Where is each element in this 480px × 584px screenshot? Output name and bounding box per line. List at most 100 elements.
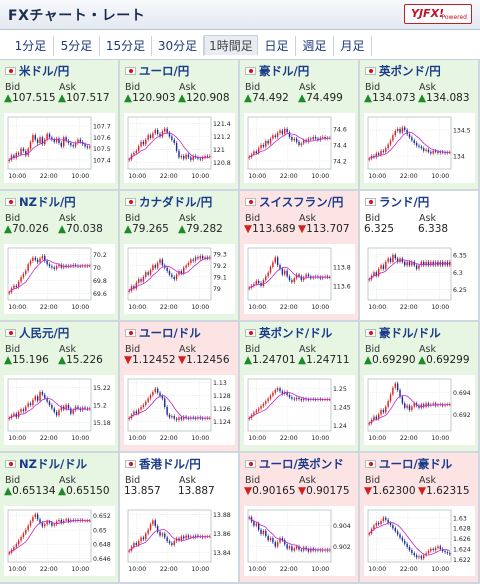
- pair-card[interactable]: 香港ドル/円 Bid Ask 13.857 13.887 13.88 13.86 13.84 1…: [120, 453, 239, 583]
- candle-body: [8, 159, 10, 161]
- x-tick-label: 22:00: [160, 435, 178, 442]
- pair-card[interactable]: 英ポンド/円 Bid Ask ▲134.073 ▲134.083 134.5 134 10:0…: [360, 60, 479, 190]
- pair-name-link[interactable]: ユーロ/英ポンド: [245, 456, 344, 471]
- candle-body: [274, 390, 276, 393]
- pair-name-link[interactable]: 豪ドル/円: [245, 63, 309, 78]
- chart-panel[interactable]: 79.3 79.2 79.1 79 10:00 22:00 10:00: [124, 244, 235, 314]
- candle-body: [34, 135, 36, 140]
- pair-name: 米ドル/円: [19, 64, 70, 78]
- ask-value: ▲74.499: [298, 92, 343, 104]
- pair-name-link[interactable]: NZドル/円: [5, 194, 76, 209]
- candle-body: [262, 280, 265, 286]
- up-arrow-icon: ▲: [4, 354, 13, 366]
- pair-card[interactable]: 人民元/円 Bid Ask ▲15.196 ▲15.226 15.22 15.2 15.18 1…: [0, 322, 119, 452]
- pair-name-link[interactable]: 香港ドル/円: [125, 456, 201, 471]
- bid-label: Bid: [5, 475, 21, 486]
- pair-card[interactable]: 米ドル/円 Bid Ask ▲107.515 ▲107.517 107.7 107.6 107…: [0, 60, 119, 190]
- tab-4[interactable]: 1時間足: [204, 35, 258, 55]
- chart-panel[interactable]: 121.4 121.2 121 120.8 10:00 22:00 10:00: [124, 113, 235, 183]
- pair-card[interactable]: ユーロ/英ポンド Bid Ask ▼0.90165 ▼0.90175 0.904 0.902…: [240, 453, 359, 583]
- candle-body: [329, 137, 331, 139]
- moving-average-line: [9, 398, 90, 419]
- candle-body: [17, 281, 20, 287]
- candle-body: [209, 418, 211, 419]
- pair-name-link[interactable]: 人民元/円: [5, 325, 69, 340]
- candle-body: [17, 540, 20, 545]
- chart-panel[interactable]: 1.63 1.628 1.626 1.624 1.622 10:00 22:00 10:00: [364, 506, 475, 576]
- candle-body: [79, 139, 82, 142]
- chart-panel[interactable]: 113.8 113.6 10:00 22:00 10:00: [244, 244, 355, 314]
- candle-body: [133, 152, 135, 155]
- candle-body: [15, 285, 18, 287]
- chart-panel[interactable]: 1.25 1.245 1.24 10:00 22:00 10:00: [244, 375, 355, 445]
- brand-logo[interactable]: YJFX! Powered: [404, 4, 472, 24]
- chart-panel[interactable]: 107.7 107.6 107.5 107.4 10:00 22:00 10:00: [4, 113, 115, 183]
- bid-value-number: 120.903: [132, 92, 176, 104]
- candle-body: [27, 148, 29, 156]
- pair-name-link[interactable]: 豪ドル/ドル: [365, 325, 441, 340]
- candle-body: [423, 404, 425, 407]
- candle-body: [411, 406, 413, 410]
- chart-panel[interactable]: 15.22 15.2 15.18 10:00 22:00 10:00: [4, 375, 115, 445]
- y-tick-label: 107.6: [93, 135, 111, 142]
- tab-0[interactable]: 1分足: [8, 36, 54, 56]
- pair-card[interactable]: ユーロ/豪ドル Bid Ask ▼1.62300 ▼1.62315 1.63 1.628 1.…: [360, 453, 479, 583]
- pair-card[interactable]: NZドル/ドル Bid Ask ▲0.65134 ▲0.65150 0.652 0.65 0.…: [0, 453, 119, 583]
- chart-panel[interactable]: 0.694 0.692 10:00 22:00 10:00: [364, 375, 475, 445]
- pair-name-link[interactable]: スイスフラン/円: [245, 194, 343, 209]
- candle-body: [449, 404, 451, 406]
- candle-body: [135, 282, 138, 289]
- candle-body: [401, 537, 404, 541]
- pair-name-link[interactable]: 英ポンド/円: [365, 63, 441, 78]
- chart-panel[interactable]: 0.904 0.902 10:00 22:00 10:00: [244, 506, 355, 576]
- candle-body: [180, 271, 183, 274]
- flag-icon: [125, 460, 136, 468]
- pair-name-link[interactable]: ユーロ/ドル: [125, 325, 201, 340]
- pair-name-link[interactable]: ランド/円: [365, 194, 429, 209]
- pair-name-link[interactable]: ユーロ/豪ドル: [365, 456, 452, 471]
- candle-body: [164, 533, 166, 538]
- tab-2[interactable]: 15分足: [100, 36, 152, 56]
- pair-card[interactable]: ランド/円 Bid Ask 6.325 6.338 6.35 6.3 6.25 10:00 22:…: [360, 191, 479, 321]
- candle-body: [389, 394, 392, 402]
- pair-card[interactable]: 豪ドル/ドル Bid Ask ▲0.69290 ▲0.69299 0.694 0.692 10…: [360, 322, 479, 452]
- tab-7[interactable]: 月足: [334, 36, 372, 56]
- candle-body: [377, 268, 380, 276]
- pair-name-link[interactable]: 英ポンド/ドル: [245, 325, 332, 340]
- bid-value: ▲70.026: [4, 223, 49, 235]
- candle-body: [396, 128, 399, 132]
- pair-card[interactable]: NZドル/円 Bid Ask ▲70.026 ▲70.038 70.2 70 69.8 69.6…: [0, 191, 119, 321]
- candle-body: [408, 261, 411, 266]
- tab-6[interactable]: 週足: [296, 36, 334, 56]
- pair-name-link[interactable]: カナダドル/円: [125, 194, 212, 209]
- pair-name-link[interactable]: 米ドル/円: [5, 63, 69, 78]
- ask-value: ▲134.083: [418, 92, 470, 104]
- page-title: FXチャート・レート: [8, 8, 146, 24]
- chart-panel[interactable]: 134.5 134 10:00 22:00 10:00: [364, 113, 475, 183]
- pair-card[interactable]: 英ポンド/ドル Bid Ask ▲1.24701 ▲1.24711 1.25 1.245 1.…: [240, 322, 359, 452]
- bid-value-number: 134.073: [372, 92, 416, 104]
- tab-1[interactable]: 5分足: [54, 36, 100, 56]
- candle-body: [274, 257, 276, 263]
- candle-body: [20, 277, 22, 282]
- candle-body: [34, 396, 36, 400]
- tab-5[interactable]: 日足: [258, 36, 296, 56]
- chart-panel[interactable]: 6.35 6.3 6.25 10:00 22:00 10:00: [364, 244, 475, 314]
- candle-body: [406, 405, 408, 408]
- chart-panel[interactable]: 70.2 70 69.8 69.6 10:00 22:00 10:00: [4, 244, 115, 314]
- tab-3[interactable]: 30分足: [152, 36, 204, 56]
- chart-panel[interactable]: 0.652 0.65 0.648 0.646 10:00 22:00 10:00: [4, 506, 115, 576]
- pair-card[interactable]: 豪ドル/円 Bid Ask ▲74.492 ▲74.499 74.6 74.4 74.2 10:…: [240, 60, 359, 190]
- pair-card[interactable]: ユーロ/円 Bid Ask ▲120.903 ▲120.908 121.4 121.2 121…: [120, 60, 239, 190]
- pair-name-link[interactable]: NZドル/ドル: [5, 456, 87, 471]
- pair-card[interactable]: カナダドル/円 Bid Ask ▲79.265 ▲79.282 79.3 79.2 79.1 7…: [120, 191, 239, 321]
- candle-body: [77, 139, 79, 143]
- chart-panel[interactable]: 74.6 74.4 74.2 10:00 22:00 10:00: [244, 113, 355, 183]
- pair-card[interactable]: スイスフラン/円 Bid Ask ▼113.689 ▼113.707 113.8 113.6…: [240, 191, 359, 321]
- pair-card[interactable]: ユーロ/ドル Bid Ask ▼1.12452 ▼1.12456 1.13 1.128 1.1…: [120, 322, 239, 452]
- candle-body: [173, 416, 175, 419]
- chart-panel[interactable]: 13.88 13.86 13.84 10:00 22:00 10:00: [124, 506, 235, 576]
- pair-name-link[interactable]: ユーロ/円: [125, 63, 189, 78]
- candle-body: [39, 519, 41, 523]
- chart-panel[interactable]: 1.13 1.128 1.126 1.124 10:00 22:00 10:00: [124, 375, 235, 445]
